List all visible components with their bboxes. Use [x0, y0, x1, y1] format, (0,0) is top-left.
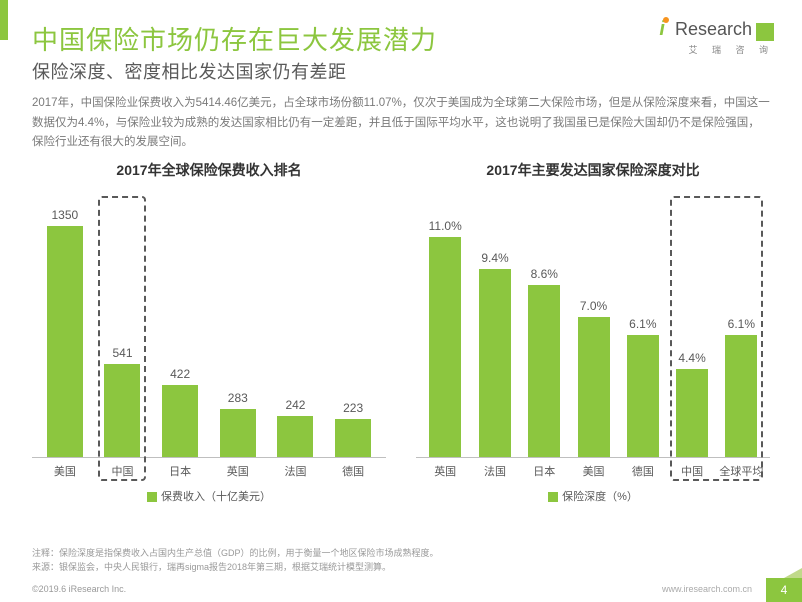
bar-label: 全球平均	[719, 463, 763, 479]
legend-swatch-icon	[147, 492, 157, 502]
charts-container: 2017年全球保险保费收入排名 1350美国541中国422日本283英国242…	[32, 160, 770, 504]
note-text: 保险深度是指保费收入占国内生产总值（GDP）的比例，用于衡量一个地区保险市场成熟…	[59, 548, 439, 558]
chart-left-title: 2017年全球保险保费收入排名	[32, 160, 386, 180]
source-text: 银保监会，中央人民银行，瑞再sigma报告2018年第三期，根据艾瑞统计模型测算…	[59, 562, 391, 572]
footer-notes: 注释：保险深度是指保费收入占国内生产总值（GDP）的比例，用于衡量一个地区保险市…	[32, 547, 770, 574]
bar-label: 美国	[583, 463, 605, 479]
bar-label: 德国	[632, 463, 654, 479]
bar-label: 法国	[284, 463, 306, 479]
bar-label: 英国	[434, 463, 456, 479]
bar-group: 242法国	[277, 398, 313, 457]
page-title: 中国保险市场仍存在巨大发展潜力	[32, 20, 437, 57]
page-fold-icon	[784, 568, 802, 578]
bar	[277, 416, 313, 457]
bar	[162, 385, 198, 457]
bar-label: 中国	[111, 463, 133, 479]
bar-label: 美国	[54, 463, 76, 479]
bar-group: 283英国	[220, 391, 256, 458]
logo-dot-icon	[663, 17, 669, 23]
bar-value: 11.0%	[429, 219, 462, 233]
bar-group: 541中国	[104, 346, 140, 457]
bar-value: 7.0%	[580, 299, 607, 313]
copyright: ©2019.6 iResearch Inc.	[32, 584, 126, 594]
bar	[429, 237, 461, 457]
bar-group: 11.0%英国	[429, 219, 462, 457]
chart-right-legend: 保险深度（%）	[416, 488, 770, 504]
bar	[627, 335, 659, 457]
bar-value: 1350	[51, 208, 78, 222]
chart-right-legend-text: 保险深度（%）	[562, 491, 638, 503]
bar-group: 422日本	[162, 367, 198, 457]
bar-group: 8.6%日本	[528, 267, 560, 457]
bar	[676, 369, 708, 457]
bar-value: 541	[112, 346, 132, 360]
chart-right-title: 2017年主要发达国家保险深度对比	[416, 160, 770, 180]
chart-left-area: 1350美国 541中国 422日本 283英国 242法国 223德国	[32, 198, 386, 458]
bar	[335, 419, 371, 457]
bar-label: 德国	[342, 463, 364, 479]
logo-text: Research	[675, 19, 752, 40]
bar-group: 9.4%法国	[479, 251, 511, 457]
chart-left-legend-text: 保费收入（十亿美元）	[161, 491, 271, 503]
chart-right: 2017年主要发达国家保险深度对比 11.0%英国9.4%法国8.6%日本7.0…	[416, 160, 770, 504]
accent-bar	[0, 0, 8, 40]
bar-value: 283	[228, 391, 248, 405]
bar-value: 422	[170, 367, 190, 381]
brand-logo: i Research 艾 瑞 咨 询	[659, 18, 774, 56]
bar-value: 223	[343, 401, 363, 415]
bar	[47, 226, 83, 457]
bar	[479, 269, 511, 457]
bar-value: 9.4%	[481, 251, 508, 265]
legend-swatch-icon	[548, 492, 558, 502]
bar	[578, 317, 610, 457]
body-paragraph: 2017年，中国保险业保费收入为5414.46亿美元，占全球市场份额11.07%…	[32, 94, 770, 153]
note-label: 注释：	[32, 548, 59, 558]
bar-value: 242	[285, 398, 305, 412]
bar-group: 6.1%全球平均	[725, 317, 757, 457]
bar	[528, 285, 560, 457]
logo-box-icon	[756, 23, 774, 41]
source-label: 来源：	[32, 562, 59, 572]
bar	[220, 409, 256, 458]
website: www.iresearch.com.cn	[662, 584, 752, 594]
bar-label: 中国	[681, 463, 703, 479]
bar-label: 日本	[169, 463, 191, 479]
bar-label: 英国	[227, 463, 249, 479]
page-number: 4	[766, 578, 802, 602]
bar-value: 4.4%	[678, 351, 705, 365]
bar-value: 8.6%	[531, 267, 558, 281]
bar-group: 4.4%中国	[676, 351, 708, 457]
page-subtitle: 保险深度、密度相比发达国家仍有差距	[32, 58, 347, 84]
chart-right-area: 11.0%英国 9.4%法国 8.6%日本 7.0%美国 6.1%德国 4.4%中国 6.1…	[416, 198, 770, 458]
bar-value: 6.1%	[728, 317, 755, 331]
bar-group: 1350美国	[47, 208, 83, 457]
bar-value: 6.1%	[629, 317, 656, 331]
bar	[725, 335, 757, 457]
bar	[104, 364, 140, 457]
chart-left-legend: 保费收入（十亿美元）	[32, 488, 386, 504]
bar-label: 日本	[533, 463, 555, 479]
logo-subtext: 艾 瑞 咨 询	[673, 43, 774, 56]
bar-group: 6.1%德国	[627, 317, 659, 457]
bar-group: 223德国	[335, 401, 371, 457]
bar-group: 7.0%美国	[578, 299, 610, 457]
chart-left: 2017年全球保险保费收入排名 1350美国541中国422日本283英国242…	[32, 160, 386, 504]
bar-label: 法国	[484, 463, 506, 479]
